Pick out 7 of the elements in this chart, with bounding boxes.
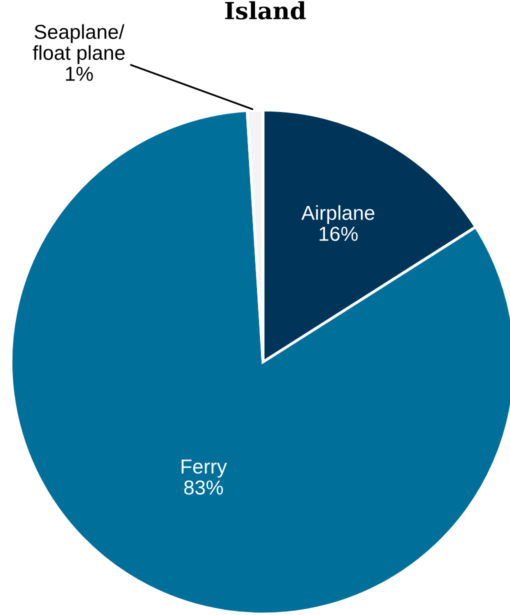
data-label: 1% <box>66 66 93 81</box>
slice-label: Seaplane/ float plane <box>32 24 125 64</box>
slice-label: Airplane <box>301 205 374 224</box>
data-label: 16% <box>320 226 358 241</box>
chart-title: Island <box>225 1 306 20</box>
slice-label: Ferry <box>182 460 227 478</box>
data-label: 83% <box>184 480 223 495</box>
